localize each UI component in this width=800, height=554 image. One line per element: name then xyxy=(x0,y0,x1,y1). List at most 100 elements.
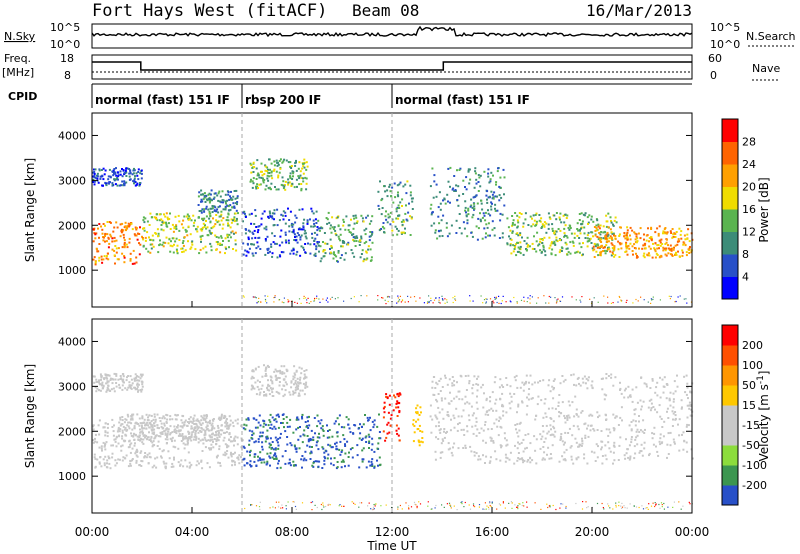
echo-cell xyxy=(188,422,190,425)
echo-cell xyxy=(671,425,674,427)
echo-cell xyxy=(141,237,144,240)
echo-cell xyxy=(436,237,439,240)
echo-cell xyxy=(148,452,151,455)
echo-cell xyxy=(551,230,554,232)
echo-cell xyxy=(566,214,569,217)
echo-cell xyxy=(153,422,155,425)
echo-cell xyxy=(549,424,552,427)
echo-cell xyxy=(164,467,167,470)
echo-cell xyxy=(318,298,320,300)
echo-cell xyxy=(614,216,617,219)
echo-cell xyxy=(583,423,586,426)
echo-cell xyxy=(430,300,432,302)
echo-cell xyxy=(128,381,131,384)
echo-cell xyxy=(194,438,197,441)
echo-cell xyxy=(283,384,286,387)
echo-cell xyxy=(395,402,398,405)
echo-cell xyxy=(124,418,127,421)
echo-cell xyxy=(522,222,525,225)
echo-cell xyxy=(274,427,277,430)
echo-cell xyxy=(581,410,584,412)
echo-cell xyxy=(604,252,607,255)
echo-cell xyxy=(593,226,596,228)
echo-cell xyxy=(228,433,231,436)
echo-cell xyxy=(509,385,512,388)
echo-cell xyxy=(254,426,257,429)
echo-cell xyxy=(338,414,341,417)
echo-cell xyxy=(226,424,229,427)
echo-cell xyxy=(471,414,474,417)
echo-cell xyxy=(100,169,103,171)
echo-cell xyxy=(264,188,267,191)
echo-cell xyxy=(258,225,261,228)
echo-cell xyxy=(404,227,406,230)
freq-tick-bottom: 8 xyxy=(64,69,71,82)
echo-cell xyxy=(120,230,123,233)
echo-cell xyxy=(474,424,477,427)
echo-cell xyxy=(626,448,629,451)
echo-cell xyxy=(612,223,614,226)
echo-cell xyxy=(131,459,134,462)
echo-cell xyxy=(467,207,470,210)
echo-cell xyxy=(578,237,581,239)
echo-cell xyxy=(383,231,385,234)
echo-cell xyxy=(256,241,259,244)
echo-cell xyxy=(221,190,224,193)
echo-cell xyxy=(542,379,545,382)
echo-cell xyxy=(314,237,317,240)
echo-cell xyxy=(416,404,419,407)
echo-cell xyxy=(674,390,677,393)
echo-cell xyxy=(511,230,514,233)
echo-cell xyxy=(606,241,609,243)
echo-cell xyxy=(304,243,307,245)
echo-cell xyxy=(186,443,189,446)
echo-cell xyxy=(266,387,268,389)
echo-cell xyxy=(650,298,652,300)
echo-cell xyxy=(295,418,298,421)
echo-cell xyxy=(306,222,309,225)
echo-cell xyxy=(385,436,388,439)
echo-cell xyxy=(368,435,371,438)
echo-cell xyxy=(419,406,422,409)
echo-cell xyxy=(279,167,282,170)
echo-cell xyxy=(250,388,253,391)
echo-cell xyxy=(255,505,258,507)
echo-cell xyxy=(494,207,496,210)
echo-cell xyxy=(633,505,635,507)
echo-cell xyxy=(111,426,114,428)
echo-cell xyxy=(561,440,564,443)
echo-cell xyxy=(517,246,520,249)
echo-cell xyxy=(500,446,503,449)
echo-cell xyxy=(234,212,237,215)
echo-cell xyxy=(637,300,639,302)
echo-cell xyxy=(685,374,688,377)
echo-cell xyxy=(462,428,465,431)
echo-cell xyxy=(607,212,610,215)
echo-cell xyxy=(630,441,633,444)
echo-cell xyxy=(635,506,638,508)
echo-cell xyxy=(576,234,579,237)
echo-cell xyxy=(384,299,386,301)
echo-cell xyxy=(136,232,139,235)
echo-cell xyxy=(123,180,126,183)
cpid-segment-label: rbsp 200 IF xyxy=(245,93,321,107)
echo-cell xyxy=(567,414,570,417)
echo-cell xyxy=(678,501,680,503)
echo-cell xyxy=(525,446,528,449)
echo-cell xyxy=(529,442,532,445)
echo-cell xyxy=(669,444,672,447)
echo-cell xyxy=(583,375,586,378)
echo-cell xyxy=(559,382,562,385)
echo-cell xyxy=(343,505,345,507)
echo-cell xyxy=(602,225,605,228)
echo-cell xyxy=(527,224,530,226)
echo-cell xyxy=(626,238,629,241)
echo-cell xyxy=(148,426,151,429)
echo-cell xyxy=(467,213,470,216)
echo-cell xyxy=(114,245,117,247)
echo-cell xyxy=(140,422,143,425)
echo-cell xyxy=(188,466,191,469)
echo-cell xyxy=(437,206,440,209)
echo-cell xyxy=(595,229,598,232)
